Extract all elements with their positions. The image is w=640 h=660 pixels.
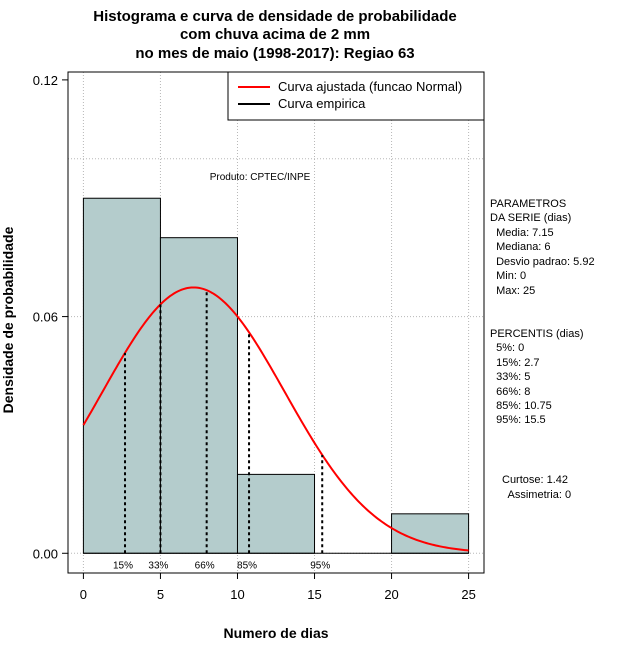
- legend: Curva ajustada (funcao Normal) Curva emp…: [227, 71, 485, 121]
- x-axis-label: Numero de dias: [223, 625, 328, 641]
- histogram-bar-2: [236, 473, 316, 554]
- legend-label-empirical: Curva empirica: [278, 96, 366, 111]
- histogram-bar-1: [159, 237, 238, 554]
- percentile-line: 85%: 10.75: [490, 400, 552, 412]
- product-note: Produto: CPTEC/INPE: [210, 172, 311, 183]
- x-tick-label: 0: [80, 587, 87, 602]
- histogram-bar-0: [82, 197, 161, 554]
- x-tick-label: 20: [384, 587, 398, 602]
- percentile-label-2: 66%: [195, 560, 215, 571]
- percentile-line: 5%: 0: [490, 342, 524, 354]
- percentile-label-4: 95%: [310, 560, 330, 571]
- x-tick-label: 15: [307, 587, 321, 602]
- stat-line: Assimetria: 0: [502, 489, 571, 501]
- x-tick-label: 25: [461, 587, 475, 602]
- percentile-line: 33%: 5: [490, 371, 530, 383]
- legend-box: [227, 71, 485, 121]
- side-panel-parameters: PARAMETROS DA SERIE (dias) Media: 7.15 M…: [490, 198, 595, 297]
- chart-title-line-1: Histograma e curva de densidade de proba…: [93, 8, 456, 25]
- percentile-label-1: 33%: [148, 560, 168, 571]
- x-tick-label: 5: [157, 587, 164, 602]
- side-panel-stats: Curtose: 1.42 Assimetria: 0: [502, 474, 571, 501]
- param-line: Mediana: 6: [490, 241, 551, 253]
- side-panel-percentiles: PERCENTIS (dias) 5%: 0 15%: 2.7 33%: 5 6…: [490, 328, 584, 426]
- chart-title-line-3: no mes de maio (1998-2017): Regiao 63: [135, 45, 414, 62]
- normal-fit-curve: [82, 286, 469, 552]
- percentile-line: 95%: 15.5: [490, 414, 546, 426]
- stat-line: Curtose: 1.42: [502, 474, 568, 486]
- param-line: Max: 25: [490, 285, 535, 297]
- legend-label-normal: Curva ajustada (funcao Normal): [278, 79, 462, 94]
- y-tick-label: 0.00: [33, 546, 58, 561]
- param-line: PARAMETROS: [490, 198, 566, 210]
- x-tick-label: 10: [230, 587, 244, 602]
- param-line: Desvio padrao: 5.92: [490, 256, 595, 268]
- param-line: Min: 0: [490, 270, 526, 282]
- percentile-label-0: 15%: [113, 560, 133, 571]
- y-axis-label: Densidade de probabilidade: [0, 226, 16, 413]
- param-line: DA SERIE (dias): [490, 212, 571, 224]
- percentile-label-3: 85%: [237, 560, 257, 571]
- percentile-line: PERCENTIS (dias): [490, 328, 584, 340]
- percentile-line: 66%: 8: [490, 386, 530, 398]
- plot-area: 15% 33% 66% 85% 95% 0 5 10 15 20 25 0.00 0.06 0.12: [33, 71, 485, 602]
- y-tick-label: 0.06: [33, 310, 58, 325]
- chart-title-line-2: com chuva acima de 2 mm: [180, 26, 370, 43]
- y-tick-label: 0.12: [33, 73, 58, 88]
- percentile-line: 15%: 2.7: [490, 357, 540, 369]
- param-line: Media: 7.15: [490, 227, 554, 239]
